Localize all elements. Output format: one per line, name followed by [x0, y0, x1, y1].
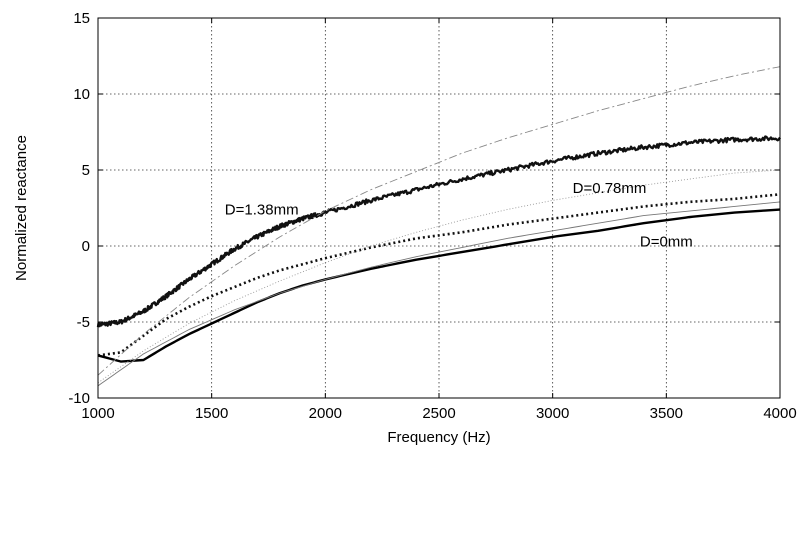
x-tick-label: 3000 — [536, 405, 569, 422]
series-line-2 — [97, 193, 781, 357]
x-tick-label: 1000 — [81, 405, 114, 422]
y-tick-label: 0 — [82, 238, 90, 255]
x-tick-label: 2500 — [422, 405, 455, 422]
series-line-4 — [97, 66, 781, 376]
grid — [98, 18, 780, 398]
series-layer — [96, 66, 782, 387]
x-tick-label: 1500 — [195, 405, 228, 422]
x-tick-label: 2000 — [309, 405, 342, 422]
y-axis-label: Normalized reactance — [13, 135, 30, 281]
y-tick-label: 5 — [82, 162, 90, 179]
y-tick-label: -5 — [77, 314, 90, 331]
y-tick-label: 15 — [73, 10, 90, 27]
series-line-5 — [97, 169, 781, 384]
annotation-label: D=0mm — [640, 233, 693, 250]
y-tick-label: -10 — [68, 390, 90, 407]
annotation-label: D=1.38mm — [225, 202, 299, 219]
x-axis-label: Frequency (Hz) — [387, 429, 490, 446]
x-tick-label: 3500 — [650, 405, 683, 422]
annotation-label: D=0.78mm — [573, 180, 647, 197]
series-line-6 — [97, 201, 781, 387]
annotations: D=1.38mm D=0.78mm D=0mm — [225, 180, 693, 250]
ticks: 1000 1500 2000 2500 3000 3500 4000 -10 -5 0 5 10 15 — [68, 10, 796, 422]
series-line-1 — [96, 135, 782, 328]
y-tick-label: 10 — [73, 86, 90, 103]
x-tick-label: 4000 — [763, 405, 796, 422]
